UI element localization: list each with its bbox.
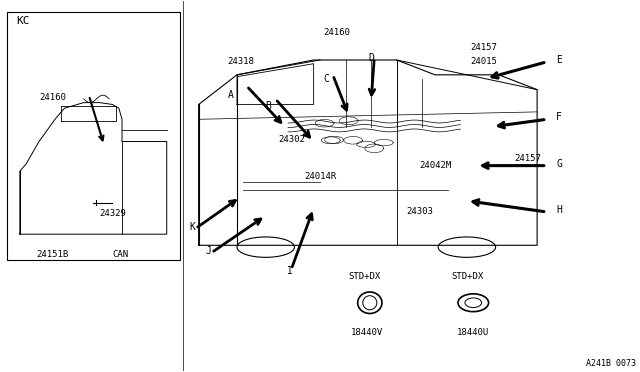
Text: 24042M: 24042M xyxy=(419,161,451,170)
Text: A: A xyxy=(227,90,233,100)
Text: CAN: CAN xyxy=(113,250,129,259)
Text: STD+DX: STD+DX xyxy=(349,272,381,281)
Text: STD+DX: STD+DX xyxy=(451,272,483,281)
Text: 24015: 24015 xyxy=(470,57,497,66)
Text: KC: KC xyxy=(17,16,30,26)
Text: C: C xyxy=(323,74,329,84)
Text: 24318: 24318 xyxy=(227,57,254,66)
Text: K: K xyxy=(189,222,195,232)
Text: B: B xyxy=(266,101,271,111)
Text: 24157: 24157 xyxy=(470,42,497,51)
Text: 24014R: 24014R xyxy=(304,172,336,181)
Text: 18440V: 18440V xyxy=(351,328,383,337)
Bar xyxy=(20,218,167,258)
Text: D: D xyxy=(368,53,374,63)
Text: F: F xyxy=(556,112,562,122)
Text: 24160: 24160 xyxy=(323,28,350,37)
Text: J: J xyxy=(205,246,211,256)
Text: 24157: 24157 xyxy=(515,154,541,163)
Text: E: E xyxy=(556,55,562,65)
Text: 24302: 24302 xyxy=(278,135,305,144)
Text: 24160: 24160 xyxy=(39,93,66,102)
Text: H: H xyxy=(556,205,562,215)
Text: G: G xyxy=(556,159,562,169)
Text: A241B 0073: A241B 0073 xyxy=(586,359,636,368)
Text: 18440U: 18440U xyxy=(458,328,490,337)
Text: 24329: 24329 xyxy=(100,209,127,218)
Text: 24151B: 24151B xyxy=(36,250,68,259)
Bar xyxy=(7,12,179,260)
Text: 24303: 24303 xyxy=(406,208,433,217)
Text: I: I xyxy=(287,266,292,276)
